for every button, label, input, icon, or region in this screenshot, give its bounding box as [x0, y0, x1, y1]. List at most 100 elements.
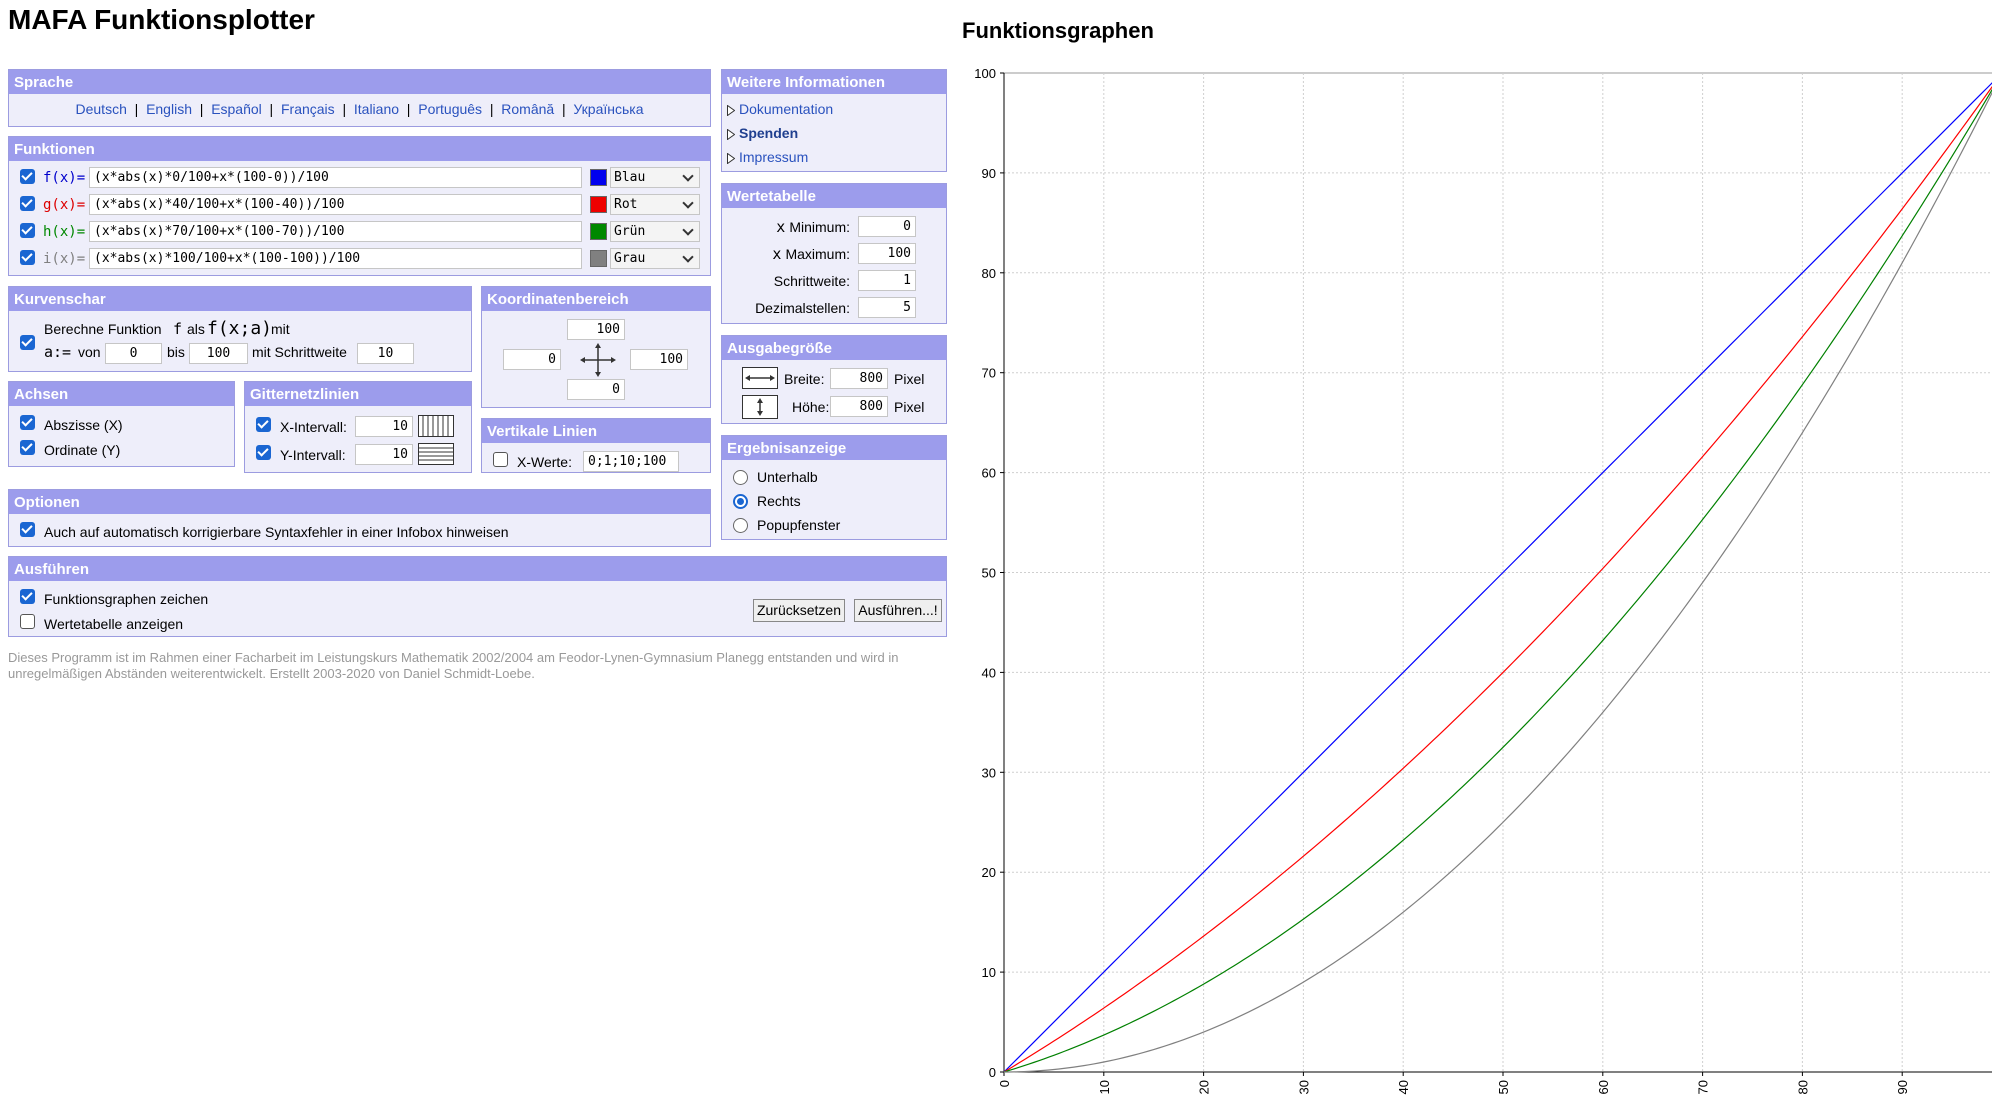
weitere-link[interactable]: Dokumentation	[739, 101, 834, 117]
y-tick-label: 60	[982, 466, 996, 481]
ergebnis-option-label: Popupfenster	[757, 517, 841, 533]
series-line	[1003, 85, 1992, 1073]
wertetabelle-input[interactable]: 1	[858, 270, 916, 291]
y-intervall-input[interactable]: 10	[355, 444, 413, 465]
hoehe-input[interactable]: 800	[830, 396, 888, 417]
language-link[interactable]: Français	[280, 101, 335, 117]
language-separator: |	[191, 101, 212, 117]
language-link[interactable]: Português	[418, 101, 483, 117]
function-checkbox[interactable]	[20, 250, 35, 265]
wertetabelle-input[interactable]: 0	[858, 216, 916, 237]
x-min-input[interactable]: 0	[503, 349, 561, 370]
function-color-select[interactable]: Rot	[610, 194, 700, 215]
series-line	[1003, 88, 1992, 1073]
x-intervall-checkbox[interactable]	[256, 417, 271, 432]
function-checkbox[interactable]	[20, 169, 35, 184]
ordinate-checkbox[interactable]	[20, 440, 35, 455]
x-max-input[interactable]: 100	[630, 349, 688, 370]
achsen-panel: Achsen Abszisse (X) Ordinate (Y)	[8, 381, 235, 467]
wertetabelle-input[interactable]: 5	[858, 297, 916, 318]
weitere-header: Weitere Informationen	[722, 70, 946, 94]
kurvenschar-von-input[interactable]: 0	[105, 343, 162, 364]
function-color-select[interactable]: Grün	[610, 221, 700, 242]
kurvenschar-checkbox[interactable]	[20, 335, 35, 350]
function-checkbox[interactable]	[20, 223, 35, 238]
y-tick-label: 100	[974, 66, 996, 81]
x-intervall-input[interactable]: 10	[355, 416, 413, 437]
x-tick-label: 10	[1097, 1080, 1112, 1094]
kurvenschar-step-label: mit Schrittweite	[252, 344, 347, 360]
language-link[interactable]: Español	[211, 101, 262, 117]
chevron-down-icon	[682, 197, 694, 209]
draw-graphs-checkbox[interactable]	[20, 589, 35, 604]
function-expression-input[interactable]: (x*abs(x)*70/100+x*(100-70))/100	[89, 221, 582, 242]
vertikale-panel: Vertikale Linien X-Werte: 0;1;10;100	[481, 418, 711, 473]
vertikale-header: Vertikale Linien	[482, 419, 710, 443]
function-color-swatch	[590, 250, 607, 267]
language-link[interactable]: Română	[501, 101, 555, 117]
optionen-label: Auch auf automatisch korrigierbare Synta…	[44, 524, 509, 540]
kurvenschar-bis-input[interactable]: 100	[189, 343, 248, 364]
y-min-input[interactable]: 0	[567, 379, 625, 400]
vertikale-checkbox[interactable]	[493, 452, 508, 467]
kurvenschar-von-label: von	[78, 344, 101, 360]
weitere-panel: Weitere Informationen Dokumentation Spend…	[721, 69, 947, 172]
x-intervall-label: X-Intervall:	[280, 419, 347, 435]
function-checkbox[interactable]	[20, 196, 35, 211]
koordinaten-panel: Koordinatenbereich 100 0 100 0	[481, 286, 711, 408]
koordinaten-header: Koordinatenbereich	[482, 287, 710, 311]
y-intervall-checkbox[interactable]	[256, 445, 271, 460]
sprache-panel: Sprache Deutsch | English | Español | Fr…	[8, 69, 711, 127]
language-separator: |	[126, 101, 147, 117]
function-plot: 0 10 20 30 40 50 60 70 80 90 100 0 10 20 30 40 50 60 70 80 9…	[974, 66, 1992, 1094]
hoehe-label: Höhe:	[792, 399, 830, 415]
y-tick-label: 40	[982, 665, 996, 680]
y-intervall-label: Y-Intervall:	[280, 447, 346, 463]
language-link[interactable]: English	[146, 101, 192, 117]
ordinate-label: Ordinate (Y)	[44, 442, 121, 458]
function-name: f(x)=	[43, 170, 86, 186]
wertetabelle-input[interactable]: 100	[858, 243, 916, 264]
sprache-header: Sprache	[9, 70, 710, 94]
language-link[interactable]: Українська	[573, 101, 644, 117]
y-max-input[interactable]: 100	[567, 319, 625, 340]
function-expression-input[interactable]: (x*abs(x)*0/100+x*(100-0))/100	[89, 167, 582, 188]
y-tick-label: 0	[989, 1065, 996, 1080]
run-button[interactable]: Ausführen...!	[854, 599, 942, 622]
x-tick-label: 30	[1296, 1080, 1311, 1094]
function-color-select[interactable]: Blau	[610, 167, 700, 188]
vertikale-input[interactable]: 0;1;10;100	[583, 451, 679, 472]
function-name: i(x)=	[43, 251, 86, 267]
function-color-swatch	[590, 223, 607, 240]
chevron-down-icon	[682, 224, 694, 236]
x-tick-label: 40	[1396, 1080, 1411, 1094]
show-table-checkbox[interactable]	[20, 614, 35, 629]
y-tick-label: 50	[982, 566, 996, 581]
ergebnis-radio[interactable]	[733, 494, 748, 509]
kurvenschar-step-input[interactable]: 10	[357, 343, 414, 364]
ergebnis-radio[interactable]	[733, 518, 748, 533]
language-separator: |	[554, 101, 574, 117]
language-separator: |	[482, 101, 502, 117]
graph-title: Funktionsgraphen	[962, 18, 1154, 43]
optionen-checkbox[interactable]	[20, 522, 35, 537]
series-line	[1003, 82, 1992, 1073]
function-color-select-value: Blau	[614, 170, 646, 185]
ergebnis-radio[interactable]	[733, 470, 748, 485]
function-expression-input[interactable]: (x*abs(x)*100/100+x*(100-100))/100	[89, 248, 582, 269]
reset-button[interactable]: Zurücksetzen	[753, 599, 845, 622]
weitere-link[interactable]: Impressum	[739, 149, 809, 165]
x-tick-label: 70	[1696, 1080, 1711, 1094]
kurvenschar-bis-label: bis	[167, 344, 185, 360]
language-link[interactable]: Italiano	[353, 101, 400, 117]
y-tick-label: 70	[982, 366, 996, 381]
weitere-link[interactable]: Spenden	[739, 125, 799, 141]
breite-input[interactable]: 800	[830, 368, 888, 389]
abszisse-checkbox[interactable]	[20, 415, 35, 430]
language-link[interactable]: Deutsch	[75, 101, 127, 117]
function-expression-input[interactable]: (x*abs(x)*40/100+x*(100-40))/100	[89, 194, 582, 215]
wertetabelle-label-text: Dezimalstellen:	[755, 300, 850, 316]
function-color-select[interactable]: Grau	[610, 248, 700, 269]
achsen-header: Achsen	[9, 382, 234, 406]
ausgabe-header: Ausgabegröße	[722, 336, 946, 360]
